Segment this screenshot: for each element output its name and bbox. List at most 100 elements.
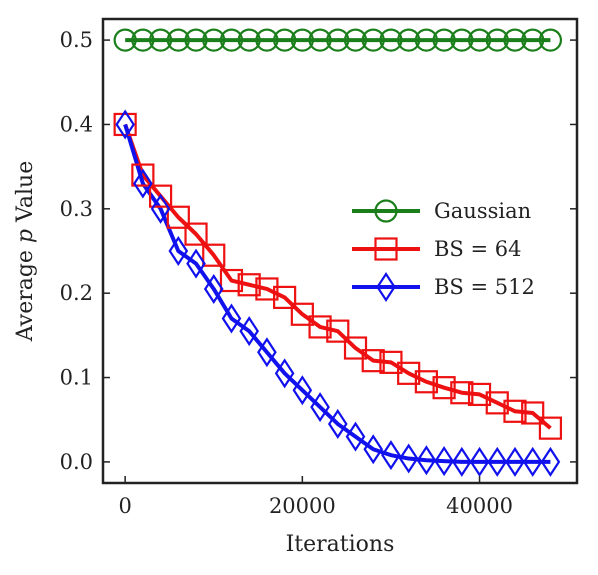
data-point-square — [166, 205, 190, 229]
data-point-circle — [255, 28, 279, 52]
data-point-square — [485, 391, 509, 415]
data-point-diamond — [434, 446, 454, 477]
y-tick-label: 0.1 — [60, 366, 93, 390]
data-point-diamond — [363, 434, 384, 465]
data-point-diamond — [469, 446, 490, 477]
series-layer — [123, 38, 552, 464]
data-point-circle — [432, 28, 456, 52]
data-point-circle — [485, 28, 509, 52]
y-tick-label: 0.2 — [60, 281, 93, 305]
series-line-square — [123, 123, 552, 430]
data-point-square — [343, 336, 368, 360]
data-point-square — [308, 315, 332, 339]
data-point-circle — [361, 28, 385, 52]
data-point-square — [273, 285, 297, 309]
data-point-circle — [308, 28, 332, 52]
data-point-circle — [414, 28, 438, 52]
data-point-diamond — [452, 446, 472, 477]
data-point-circle — [273, 28, 297, 52]
data-point-diamond — [115, 109, 135, 140]
data-point-diamond — [292, 375, 313, 406]
data-point-square — [503, 399, 527, 423]
data-point-diamond — [150, 193, 171, 224]
data-point-circle — [521, 28, 545, 52]
data-point-diamond — [522, 446, 543, 477]
data-point-diamond — [221, 303, 242, 334]
tick-layer: 0 20000 40000 0.0 0.1 0.2 0.3 0.4 0.5 — [60, 28, 577, 518]
y-axis-label: Average p Value — [13, 161, 38, 342]
y-axis-label-pre: Average — [13, 243, 38, 342]
data-point-diamond — [381, 440, 401, 471]
x-tick-label: 0 — [118, 494, 131, 518]
y-tick-label: 0.4 — [60, 112, 93, 136]
data-point-circle — [166, 28, 190, 52]
data-point-square — [131, 163, 155, 187]
legend-label: Gaussian — [434, 199, 531, 223]
y-tick-label: 0.3 — [60, 197, 93, 221]
data-point-square — [148, 184, 173, 208]
legend-label: BS = 64 — [434, 237, 522, 261]
data-point-square — [326, 319, 350, 343]
data-point-square — [467, 382, 492, 407]
data-point-circle — [237, 28, 261, 52]
data-point-circle — [290, 28, 314, 52]
data-point-diamond — [327, 408, 348, 439]
data-point-square — [361, 349, 385, 373]
data-point-diamond — [398, 443, 419, 474]
data-point-circle — [503, 28, 527, 52]
data-point-circle — [184, 28, 208, 52]
data-point-circle — [219, 28, 244, 52]
marker-layer — [113, 28, 563, 477]
y-tick-label: 0.0 — [60, 450, 93, 474]
data-point-circle — [202, 28, 226, 52]
legend-items: Gaussian BS = 64 BS = 512 — [352, 199, 535, 303]
data-point-diamond — [416, 445, 437, 476]
data-point-diamond — [186, 248, 206, 279]
data-point-circle — [379, 28, 403, 52]
data-point-diamond — [487, 446, 508, 477]
data-point-circle — [326, 28, 350, 52]
data-point-diamond — [168, 235, 189, 267]
series-line-diamond — [123, 123, 551, 464]
x-axis-label: Iterations — [286, 532, 395, 557]
data-point-circle — [467, 28, 492, 52]
x-tick-label: 40000 — [446, 494, 513, 518]
data-point-diamond — [505, 446, 525, 477]
data-point-circle — [450, 28, 474, 52]
data-point-square — [219, 268, 244, 293]
data-point-diamond — [203, 273, 224, 304]
plot-frame — [101, 17, 579, 485]
data-point-diamond — [540, 446, 561, 477]
data-point-square — [202, 243, 226, 267]
data-point-circle — [148, 28, 173, 52]
data-point-square — [237, 273, 261, 297]
y-axis-label-post: Value — [13, 161, 38, 229]
data-point-square — [184, 222, 208, 246]
data-point-square — [521, 401, 545, 425]
legend-swatch-marker — [376, 271, 396, 303]
data-point-circle — [538, 28, 563, 52]
data-point-square — [538, 416, 563, 440]
data-point-square — [450, 381, 474, 405]
data-point-circle — [113, 28, 137, 52]
data-point-diamond — [239, 316, 260, 347]
data-point-diamond — [257, 337, 277, 368]
legend-swatch-marker — [374, 237, 398, 261]
data-point-square — [414, 370, 438, 394]
x-tick-label: 20000 — [269, 494, 336, 518]
legend: Gaussian BS = 64 BS = 512 — [340, 190, 565, 310]
data-point-circle — [343, 28, 368, 52]
y-tick-label: 0.5 — [60, 28, 93, 52]
y-axis-label-variable: p — [13, 229, 38, 243]
data-point-square — [113, 112, 137, 137]
data-point-diamond — [133, 168, 153, 199]
data-point-square — [290, 302, 314, 326]
data-point-square — [255, 277, 279, 301]
data-point-square — [432, 376, 456, 400]
data-point-circle — [397, 28, 421, 52]
data-point-diamond — [310, 392, 330, 423]
data-point-square — [397, 361, 421, 385]
data-point-diamond — [345, 421, 366, 452]
legend-label: BS = 512 — [434, 275, 535, 299]
